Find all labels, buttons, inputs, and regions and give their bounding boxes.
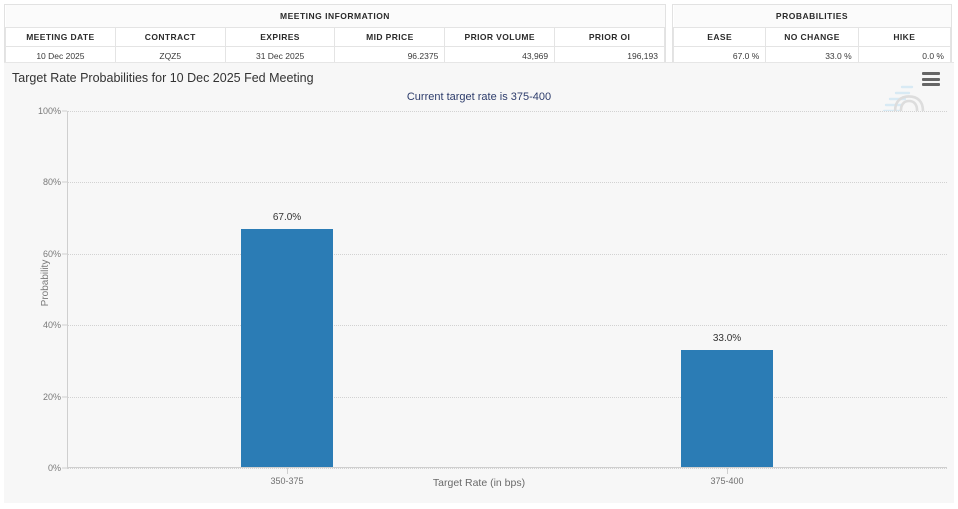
x-tick-mark	[727, 468, 728, 474]
y-tick-mark	[62, 181, 67, 183]
y-tick-label: 80%	[42, 177, 61, 188]
gridline	[67, 253, 947, 255]
gridline	[67, 111, 947, 112]
y-tick-label: 20%	[42, 391, 61, 402]
col-no-change: NO CHANGE	[765, 27, 859, 47]
y-axis-label: Probability	[39, 259, 51, 307]
y-tick-mark	[62, 467, 67, 469]
x-tick-label: 350-375	[270, 476, 304, 486]
y-tick-label: 100%	[37, 106, 61, 116]
x-tick-mark	[287, 468, 288, 474]
probabilities-column-headers: EASE NO CHANGE HIKE	[672, 27, 952, 47]
y-tick-label: 60%	[42, 248, 61, 259]
col-hike: HIKE	[857, 27, 952, 47]
probabilities-table: PROBABILITIES EASE NO CHANGE HIKE 67.0 %…	[672, 4, 952, 67]
col-prior-volume: PRIOR VOLUME	[444, 27, 556, 47]
col-ease: EASE	[672, 27, 767, 47]
x-axis-label: Target Rate (in bps)	[432, 477, 526, 489]
x-tick-label: 375-400	[710, 476, 744, 486]
bar-value-label: 67.0%	[272, 211, 302, 223]
page-title: Target Rate Probabilities for 10 Dec 202…	[12, 71, 314, 85]
col-meeting-date: MEETING DATE	[5, 27, 116, 47]
y-tick-mark	[62, 110, 67, 112]
y-tick-mark	[62, 324, 67, 326]
chart-panel: Target Rate Probabilities for 10 Dec 202…	[4, 62, 954, 503]
col-contract: CONTRACT	[114, 27, 226, 47]
plot-area: 0% 20% 40% 60% 80% 100% 67.0% 33.0% 350-375 375…	[38, 106, 947, 486]
meeting-information-table: MEETING INFORMATION MEETING DATE CONTRAC…	[4, 4, 666, 67]
summary-tables: MEETING INFORMATION MEETING DATE CONTRAC…	[0, 0, 958, 67]
col-prior-oi: PRIOR OI	[554, 27, 665, 47]
gridline	[67, 182, 947, 184]
col-mid-price: MID PRICE	[334, 27, 446, 47]
y-tick-mark	[62, 396, 67, 398]
x-axis-line	[67, 467, 947, 468]
chart-subtitle: Current target rate is 375-400	[406, 91, 552, 103]
y-tick-label: 40%	[42, 320, 61, 331]
col-expires: EXPIRES	[224, 27, 336, 47]
bar-375-400[interactable]	[681, 350, 773, 467]
hamburger-menu-icon[interactable]	[922, 72, 940, 86]
meeting-information-header: MEETING INFORMATION	[5, 5, 665, 28]
table-row: 67.0 % 33.0 % 0.0 %	[672, 46, 952, 66]
gridline	[67, 396, 947, 398]
plot-background	[67, 111, 947, 468]
bar-value-label: 33.0%	[712, 333, 742, 345]
y-tick-label: 0%	[47, 463, 61, 473]
meeting-information-column-headers: MEETING DATE CONTRACT EXPIRES MID PRICE …	[5, 27, 665, 47]
probabilities-header: PROBABILITIES	[673, 5, 951, 28]
gridline	[67, 325, 947, 327]
y-tick-mark	[62, 253, 67, 255]
bar-350-375[interactable]	[241, 228, 333, 467]
y-axis-line	[67, 111, 68, 468]
gridline	[67, 468, 947, 469]
